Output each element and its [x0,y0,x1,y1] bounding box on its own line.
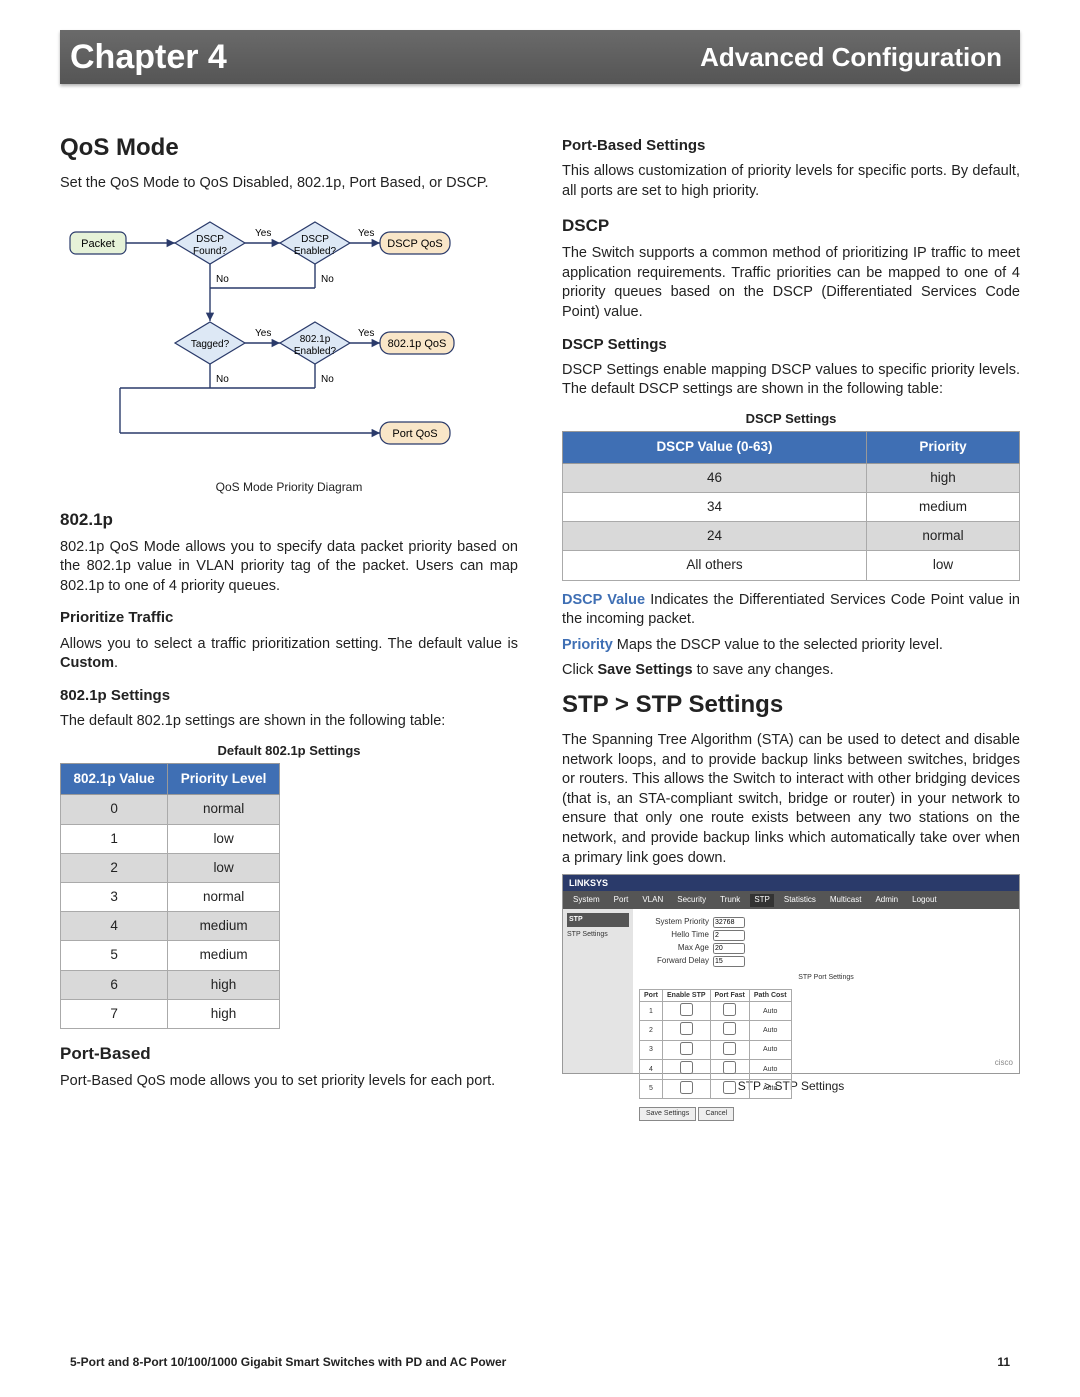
svg-text:DSCP: DSCP [301,234,329,245]
pbs-text: This allows customization of priority le… [562,162,1020,201]
svg-text:Yes: Yes [255,328,271,339]
8021p-settings-heading: 802.1p Settings [60,686,518,706]
qos-mode-heading: QoS Mode [60,132,518,164]
dscp-table: DSCP Value (0-63)Priority46high34medium2… [562,431,1020,580]
table1-title: Default 802.1p Settings [60,742,518,760]
dscp-text: The Switch supports a common method of p… [562,244,1020,322]
svg-text:Port QoS: Port QoS [392,428,437,440]
stp-text: The Spanning Tree Algorithm (STA) can be… [562,731,1020,868]
dscp-settings-heading: DSCP Settings [562,335,1020,355]
pbs-heading: Port-Based Settings [562,136,1020,156]
svg-text:No: No [321,374,334,385]
chapter-title: Chapter 4 [60,38,227,77]
dscp-value-def: DSCP Value Indicates the Differentiated … [562,591,1020,630]
svg-text:Packet: Packet [81,238,115,250]
8021p-heading: 802.1p [60,509,518,532]
table2-title: DSCP Settings [562,410,1020,428]
qos-intro: Set the QoS Mode to QoS Disabled, 802.1p… [60,174,518,194]
svg-text:DSCP: DSCP [196,234,224,245]
priority-def: Priority Maps the DSCP value to the sele… [562,636,1020,656]
dscp-heading: DSCP [562,215,1020,238]
svg-text:Enabled?: Enabled? [294,346,337,357]
port-based-text: Port-Based QoS mode allows you to set pr… [60,1072,518,1092]
stp-heading: STP > STP Settings [562,689,1020,721]
svg-text:Found?: Found? [193,246,227,257]
svg-text:No: No [216,274,229,285]
svg-text:No: No [321,274,334,285]
footer-page: 11 [997,1355,1010,1369]
footer: 5-Port and 8-Port 10/100/1000 Gigabit Sm… [70,1355,1010,1369]
dscp-settings-text: DSCP Settings enable mapping DSCP values… [562,361,1020,400]
diagram-caption: QoS Mode Priority Diagram [60,479,518,495]
svg-text:Yes: Yes [358,328,374,339]
svg-text:DSCP QoS: DSCP QoS [387,238,442,250]
svg-text:802.1p: 802.1p [300,334,331,345]
8021p-settings-text: The default 802.1p settings are shown in… [60,712,518,732]
save-line: Click Save Settings to save any changes. [562,661,1020,681]
svg-text:No: No [216,374,229,385]
header-bar: Chapter 4 Advanced Configuration [60,30,1020,84]
8021p-text: 802.1p QoS Mode allows you to specify da… [60,538,518,597]
footer-left: 5-Port and 8-Port 10/100/1000 Gigabit Sm… [70,1355,506,1369]
svg-text:802.1p QoS: 802.1p QoS [388,338,447,350]
prioritize-text: Allows you to select a traffic prioritiz… [60,635,518,674]
svg-text:Yes: Yes [255,228,271,239]
stp-screenshot: LINKSYS SystemPortVLANSecurityTrunkSTPSt… [562,874,1020,1074]
svg-text:Enabled?: Enabled? [294,246,337,257]
qos-diagram: PacketDSCP Found?DSCP Enabled? DSCP QoSY… [60,208,518,495]
prioritize-heading: Prioritize Traffic [60,608,518,628]
svg-text:Tagged?: Tagged? [191,339,230,350]
svg-text:Yes: Yes [358,228,374,239]
section-title: Advanced Configuration [700,42,1002,73]
port-based-heading: Port-Based [60,1043,518,1066]
8021p-table: 802.1p ValuePriority Level0normal1low2lo… [60,763,280,1029]
